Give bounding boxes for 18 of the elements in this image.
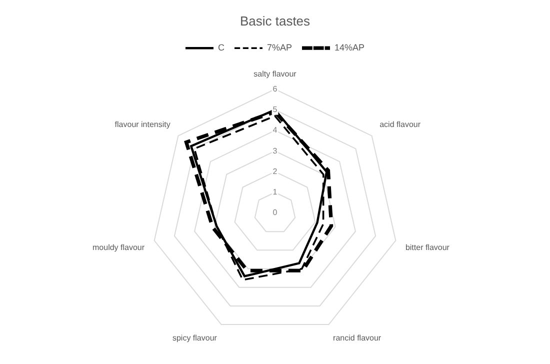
- y-tick-label: 0: [272, 208, 278, 218]
- spoke-label: bitter flavour: [405, 242, 450, 252]
- spoke-label: flavour intensity: [114, 120, 170, 129]
- chart-title: Basic tastes: [240, 13, 311, 28]
- legend-label: 7%AP: [266, 42, 292, 53]
- legend-label: C: [218, 42, 225, 53]
- y-tick-label: 1: [272, 188, 278, 197]
- y-tick-label: 2: [272, 166, 278, 176]
- y-tick-label: 5: [272, 105, 278, 114]
- spoke-label: salty flavour: [254, 70, 297, 79]
- legend-label: 14%AP: [334, 42, 365, 53]
- spoke-label: acid flavour: [380, 120, 421, 129]
- spoke-label: mouldy flavour: [92, 242, 145, 252]
- spoke-label: spicy flavour: [172, 334, 218, 343]
- y-tick-label: 6: [272, 84, 278, 94]
- spoke-label: rancid flavour: [333, 334, 382, 343]
- y-tick-label: 3: [272, 146, 278, 156]
- y-tick-label: 4: [272, 126, 278, 135]
